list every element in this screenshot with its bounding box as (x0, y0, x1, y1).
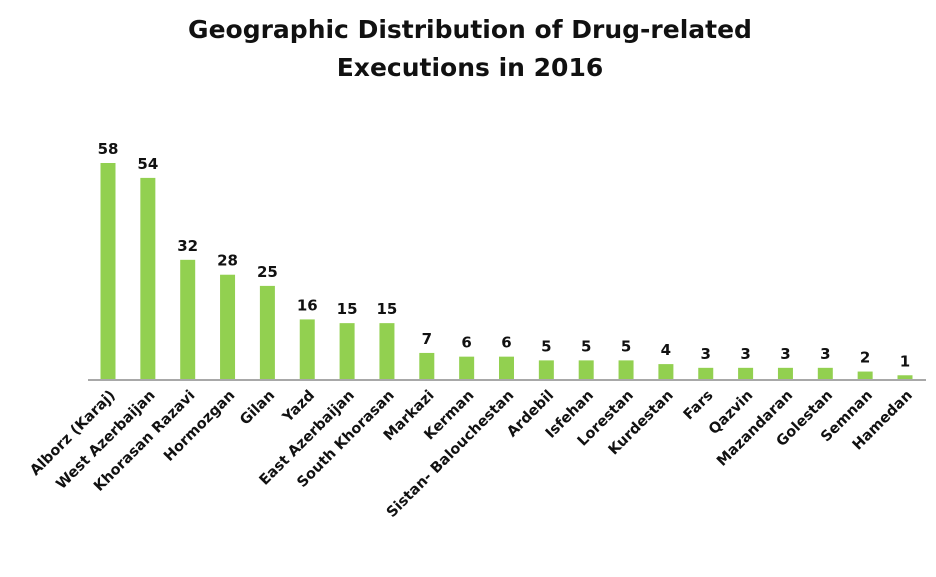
bar (419, 352, 435, 379)
bar (777, 367, 793, 379)
data-label: 15 (377, 300, 398, 318)
bar (817, 367, 833, 379)
data-label: 5 (581, 337, 591, 355)
bar (100, 163, 116, 379)
bar (339, 323, 355, 379)
data-label: 58 (98, 140, 119, 158)
data-label: 3 (701, 345, 711, 363)
bar (857, 371, 873, 379)
data-label: 2 (860, 349, 870, 367)
category-label: Yazd (279, 388, 318, 427)
bar (259, 285, 275, 379)
data-label: 54 (137, 155, 158, 173)
bar (698, 367, 714, 379)
data-label: 5 (541, 337, 551, 355)
bar (140, 177, 156, 379)
chart-title-line-2: Executions in 2016 (337, 53, 604, 82)
data-label: 7 (422, 330, 432, 348)
data-label: 28 (217, 252, 238, 270)
data-label: 15 (337, 300, 358, 318)
bar (538, 360, 554, 379)
data-label: 16 (297, 296, 318, 314)
data-label: 3 (820, 345, 830, 363)
bar (658, 364, 674, 379)
bar (499, 356, 514, 379)
bar (459, 356, 475, 379)
category-label: Fars (681, 388, 717, 424)
bar (379, 323, 395, 379)
category-label: Gilan (237, 388, 278, 429)
bar (220, 274, 236, 379)
data-label: 6 (461, 334, 471, 352)
category-label: Hormozgan (161, 388, 238, 465)
bar (897, 375, 913, 379)
data-label: 5 (621, 337, 631, 355)
data-label: 1 (900, 352, 910, 370)
bar (299, 319, 315, 379)
bar (578, 360, 594, 379)
bar (738, 367, 754, 379)
data-label: 32 (177, 237, 198, 255)
chart-title-line-1: Geographic Distribution of Drug-related (188, 15, 752, 44)
data-label: 3 (780, 345, 790, 363)
data-label: 25 (257, 263, 278, 281)
bar (180, 259, 196, 379)
bar (618, 360, 634, 379)
data-label: 6 (501, 334, 511, 352)
data-label: 3 (740, 345, 750, 363)
data-label: 4 (661, 341, 671, 359)
